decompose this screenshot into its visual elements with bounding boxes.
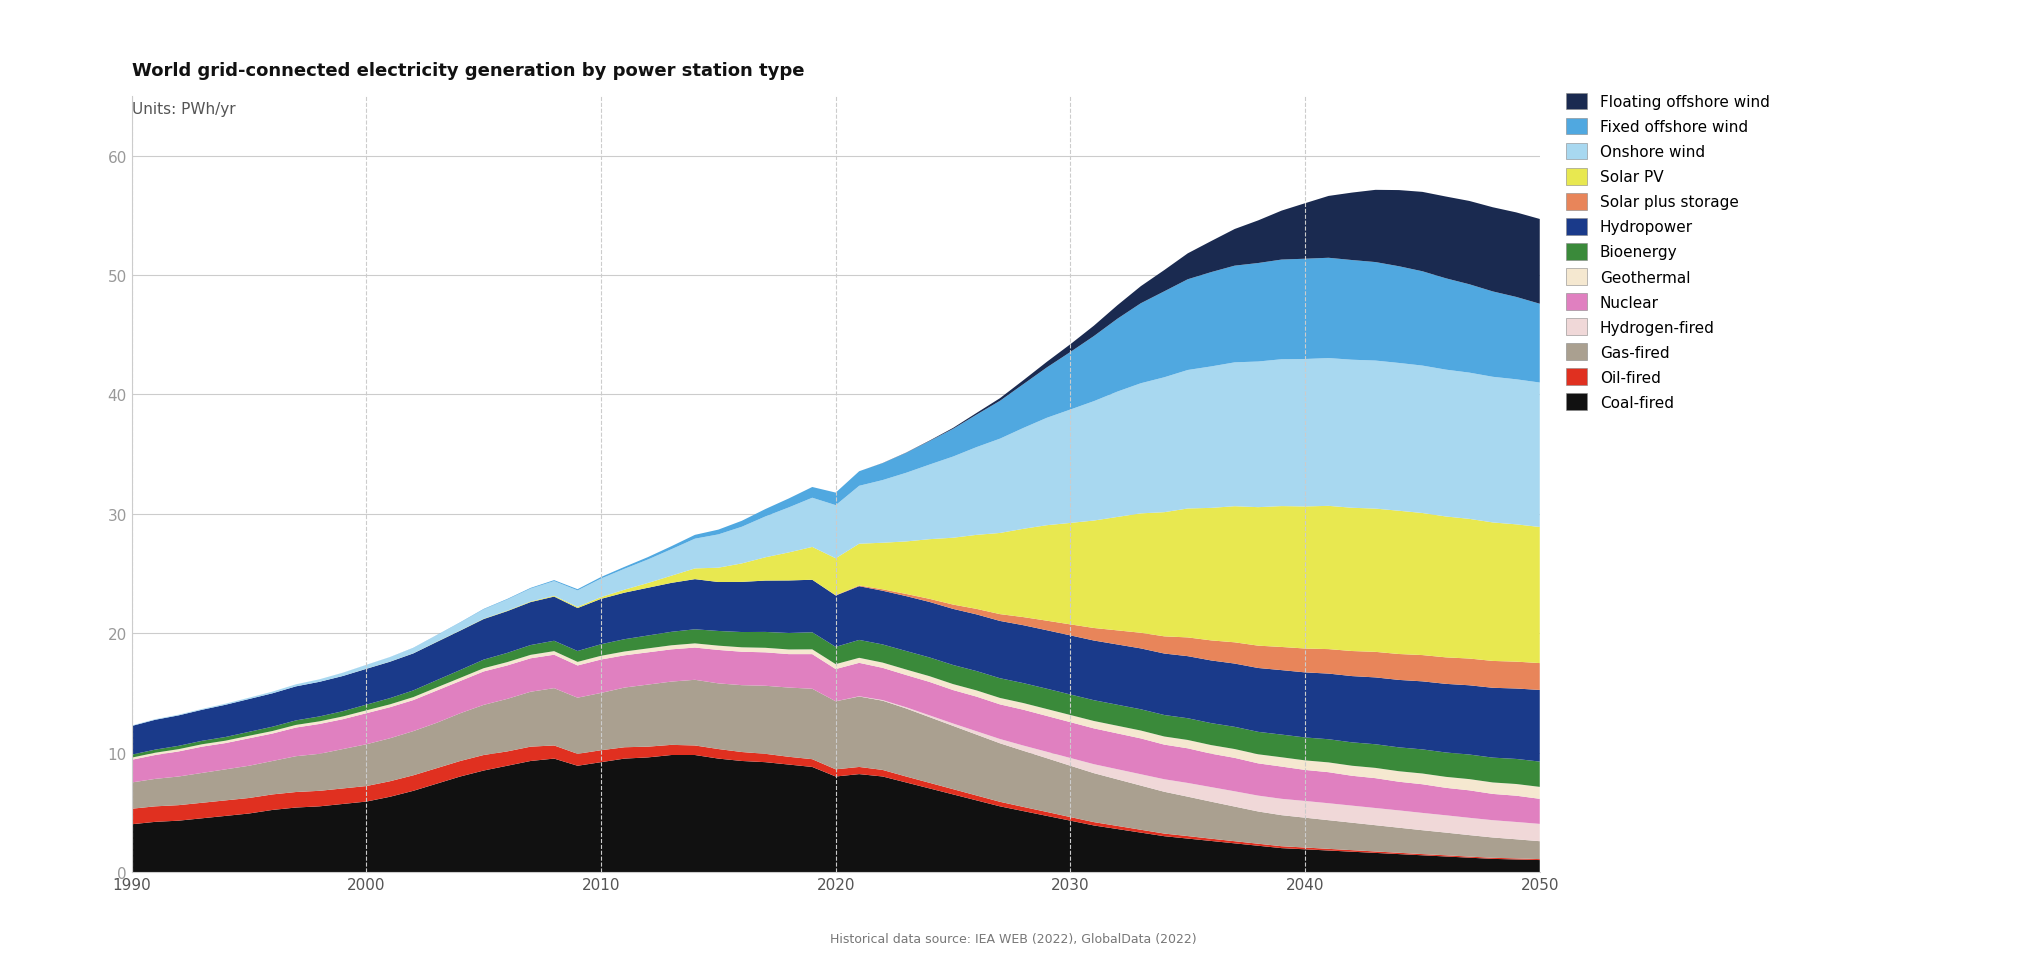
- Text: Units: PWh/yr: Units: PWh/yr: [132, 102, 235, 116]
- Legend: Floating offshore wind, Fixed offshore wind, Onshore wind, Solar PV, Solar plus : Floating offshore wind, Fixed offshore w…: [1562, 89, 1775, 415]
- Text: Historical data source: IEA WEB (2022), GlobalData (2022): Historical data source: IEA WEB (2022), …: [831, 932, 1195, 945]
- Text: World grid-connected electricity generation by power station type: World grid-connected electricity generat…: [132, 62, 804, 80]
